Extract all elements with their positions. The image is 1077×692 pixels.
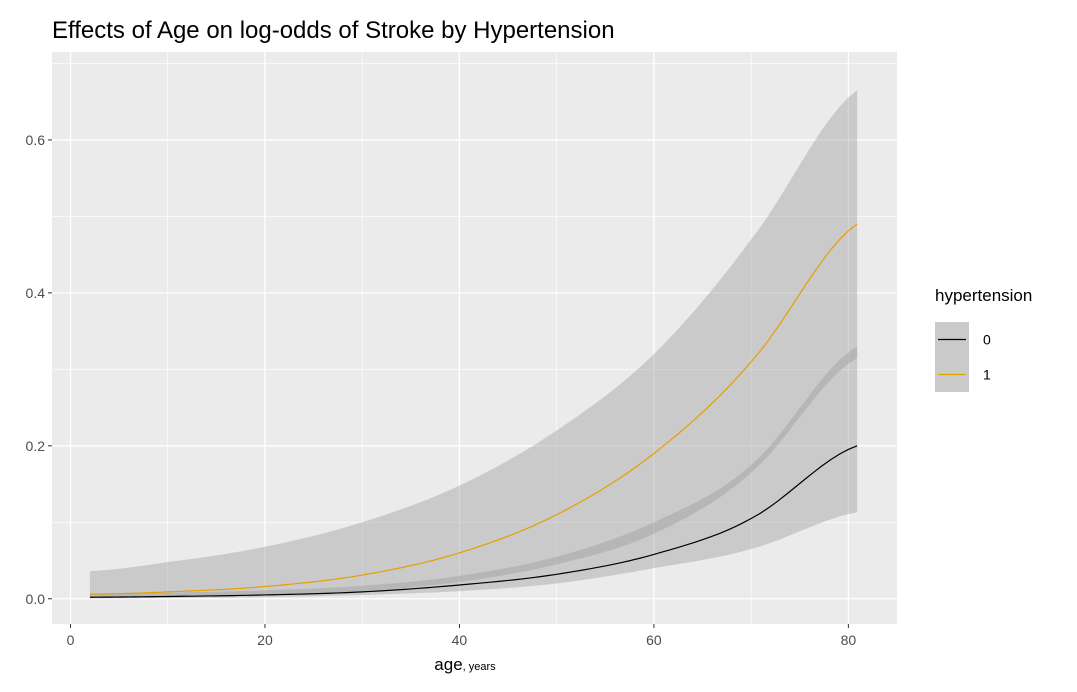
legend-label-0: 0 <box>983 332 991 348</box>
x-tick-label: 20 <box>257 632 273 648</box>
chart-title: Effects of Age on log-odds of Stroke by … <box>52 17 615 44</box>
x-axis-unit: , years <box>463 661 497 673</box>
x-tick-label: 0 <box>67 632 75 648</box>
series-lines <box>89 223 858 598</box>
legend: hypertension 0 1 <box>935 286 1032 392</box>
x-tick-label: 60 <box>646 632 662 648</box>
x-axis-label: age <box>434 655 462 674</box>
x-tick-label: 40 <box>452 632 468 648</box>
plot-panel <box>52 52 897 624</box>
y-tick-label: 0.4 <box>26 285 46 301</box>
ribbon-series-1 <box>89 90 858 599</box>
y-tick-label: 0.6 <box>26 132 46 148</box>
legend-label-1: 1 <box>983 367 991 383</box>
line-series-0 <box>89 445 858 598</box>
confidence-ribbons <box>89 90 858 599</box>
legend-key-background <box>935 322 969 392</box>
y-tick-label: 0.0 <box>26 591 46 607</box>
ribbon-series-0 <box>89 346 858 599</box>
legend-title: hypertension <box>935 286 1032 305</box>
grid-major <box>52 52 897 624</box>
y-axis: 0.0 0.2 0.4 0.6 <box>26 132 52 607</box>
x-axis-title: age, years <box>434 655 496 674</box>
y-tick-label: 0.2 <box>26 438 46 454</box>
x-tick-label: 80 <box>841 632 857 648</box>
x-axis: 0 20 40 60 80 <box>67 624 857 648</box>
grid-minor <box>52 52 897 624</box>
line-series-1 <box>89 223 858 595</box>
